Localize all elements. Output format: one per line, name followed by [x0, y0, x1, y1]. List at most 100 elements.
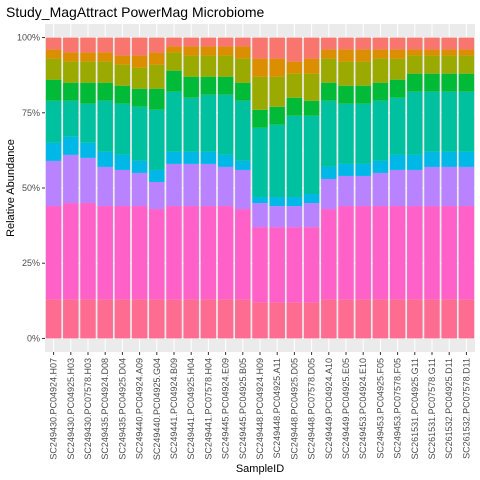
y-tick-label: 75%	[22, 108, 40, 118]
bar-stack	[45, 37, 62, 339]
bar-segment-4	[131, 160, 148, 173]
x-tick-label: SC249448.PC07578.D05	[307, 358, 317, 460]
bar-segment-5	[183, 97, 199, 152]
bar-segment-8	[269, 58, 285, 77]
bar-segment-8	[407, 49, 423, 56]
bar-segment-5	[303, 115, 320, 195]
bar-stack	[63, 37, 79, 339]
x-axis-title: SampleID	[236, 463, 284, 475]
bar-segment-6	[131, 88, 148, 107]
bar-stack	[424, 37, 440, 339]
bar-segment-8	[183, 46, 199, 56]
bar-segment-9	[441, 37, 457, 50]
bar-stack	[355, 37, 371, 339]
bar-segment-4	[235, 160, 251, 170]
bar-segment-2	[200, 206, 217, 300]
bar-segment-4	[389, 154, 406, 170]
bar-stack	[166, 37, 182, 339]
bar-stack	[252, 37, 268, 339]
bar-segment-1	[303, 302, 320, 339]
bar-segment-7	[338, 61, 354, 86]
bar-segment-8	[441, 49, 457, 56]
bar-segment-8	[321, 49, 337, 59]
bar-segment-5	[114, 103, 131, 155]
bar-segment-8	[149, 52, 165, 65]
bar-segment-1	[286, 302, 303, 339]
bar-segment-7	[321, 58, 337, 83]
bar-segment-7	[235, 58, 251, 83]
bar-segment-1	[355, 299, 371, 339]
bar-segment-6	[372, 82, 389, 101]
bar-segment-9	[200, 37, 217, 47]
bar-segment-2	[97, 206, 113, 300]
bar-segment-9	[389, 37, 406, 50]
bar-segment-1	[114, 299, 131, 339]
bar-segment-5	[407, 91, 423, 155]
x-tick-label: SC249440.PC04925.G04	[152, 358, 162, 460]
bar-segment-4	[149, 169, 165, 182]
x-axis: SC249430.PC04924.H07 SC249430.PC04925.H03…	[49, 352, 471, 460]
bar-segment-2	[321, 209, 337, 300]
bar-segment-5	[355, 103, 371, 164]
bar-segment-5	[389, 97, 406, 155]
bar-segment-9	[183, 37, 199, 47]
bar-segment-5	[149, 109, 165, 170]
bar-segment-9	[235, 37, 251, 47]
bar-segment-1	[441, 299, 457, 339]
bar-segment-2	[131, 206, 148, 300]
bar-segment-3	[407, 169, 423, 207]
bar-segment-3	[217, 166, 234, 207]
bar-segment-1	[269, 302, 285, 339]
bar-segment-6	[355, 85, 371, 104]
bar-segment-8	[63, 52, 79, 62]
bar-segment-2	[269, 227, 285, 303]
bar-stack	[286, 37, 303, 339]
bar-segment-4	[252, 197, 268, 204]
bar-segment-2	[183, 206, 199, 300]
bar-segment-4	[424, 151, 440, 167]
bar-stack	[303, 37, 320, 339]
bar-segment-3	[97, 166, 113, 207]
bar-segment-7	[252, 76, 268, 110]
bar-segment-1	[80, 299, 96, 339]
bar-segment-6	[63, 82, 79, 101]
bar-segment-5	[80, 103, 96, 143]
bar-stack	[372, 37, 389, 339]
bar-segment-5	[286, 115, 303, 198]
bars	[45, 37, 475, 339]
bar-segment-2	[252, 227, 268, 303]
y-axis-title: Relative Abundance	[5, 139, 17, 237]
bar-segment-3	[458, 166, 475, 207]
bar-segment-9	[217, 37, 234, 47]
bar-segment-7	[458, 55, 475, 74]
bar-segment-6	[424, 73, 440, 92]
bar-segment-3	[45, 160, 62, 207]
bar-segment-8	[97, 52, 113, 62]
bar-segment-4	[114, 154, 131, 170]
bar-segment-6	[321, 82, 337, 101]
bar-segment-1	[217, 299, 234, 339]
bar-segment-9	[372, 37, 389, 50]
bar-segment-4	[458, 151, 475, 167]
x-tick-label: SC249430.PC04925.H03	[66, 358, 76, 460]
bar-segment-9	[458, 37, 475, 50]
bar-segment-4	[407, 154, 423, 170]
bar-segment-2	[114, 206, 131, 300]
x-tick-label: SC249435.PC04924.D08	[100, 358, 110, 460]
bar-segment-5	[441, 91, 457, 152]
bar-segment-3	[252, 203, 268, 228]
bar-segment-8	[200, 46, 217, 56]
bar-segment-6	[183, 76, 199, 98]
bar-stack	[269, 37, 285, 339]
bar-segment-5	[269, 124, 285, 198]
bar-segment-1	[235, 299, 251, 339]
bar-segment-2	[458, 206, 475, 300]
bar-segment-6	[80, 82, 96, 104]
x-tick-label: SC249445.PC04925.B05	[238, 358, 248, 459]
bar-segment-8	[45, 49, 62, 59]
bar-segment-8	[217, 46, 234, 56]
bar-segment-7	[97, 61, 113, 83]
bar-segment-4	[286, 197, 303, 207]
bar-segment-6	[389, 79, 406, 98]
